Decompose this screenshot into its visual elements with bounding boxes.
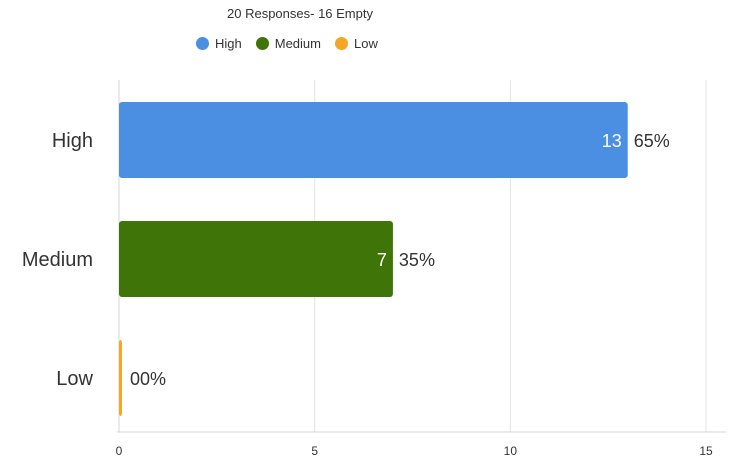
legend-item-high[interactable]: High	[196, 36, 242, 51]
percent-label-medium: 35%	[399, 250, 435, 270]
percent-label-low: 00%	[130, 369, 166, 389]
legend-label-high: High	[215, 36, 242, 51]
x-tick-label-5: 5	[311, 444, 318, 458]
chart-subtitle: 20 Responses- 16 Empty	[227, 6, 373, 21]
chart-legend: High Medium Low	[196, 36, 378, 51]
x-tick-label-0: 0	[116, 444, 123, 458]
category-label-high: High	[52, 130, 93, 152]
legend-label-medium: Medium	[274, 36, 321, 51]
bar-low	[119, 340, 122, 416]
legend-label-low: Low	[354, 36, 378, 51]
category-label-low: Low	[56, 368, 93, 390]
value-label-medium: 7	[377, 250, 387, 270]
x-tick-label-10: 10	[504, 444, 518, 458]
x-tick-label-15: 15	[699, 444, 713, 458]
bar-high	[119, 102, 628, 178]
bar-medium	[119, 221, 393, 297]
legend-swatch-high	[196, 37, 209, 50]
legend-item-medium[interactable]: Medium	[255, 36, 321, 51]
value-label-high: 13	[602, 131, 622, 151]
percent-label-high: 65%	[634, 131, 670, 151]
legend-swatch-low	[335, 37, 348, 50]
legend-item-low[interactable]: Low	[335, 36, 378, 51]
category-label-medium: Medium	[22, 249, 93, 271]
legend-swatch-medium	[255, 37, 269, 50]
